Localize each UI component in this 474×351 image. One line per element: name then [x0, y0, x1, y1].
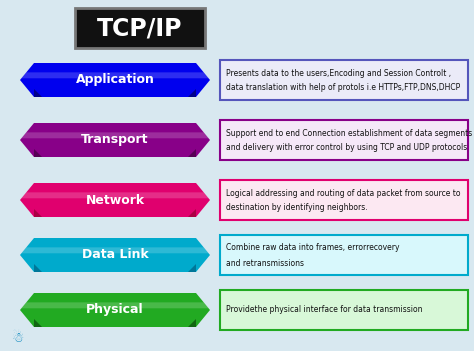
FancyBboxPatch shape — [220, 290, 468, 330]
Polygon shape — [21, 302, 209, 308]
Polygon shape — [20, 183, 210, 217]
Text: Application: Application — [75, 73, 155, 86]
Polygon shape — [21, 247, 209, 253]
Polygon shape — [188, 319, 196, 327]
Polygon shape — [188, 149, 196, 157]
Polygon shape — [34, 149, 42, 157]
Polygon shape — [34, 89, 42, 97]
Polygon shape — [188, 264, 196, 272]
Text: Support end to end Connection establishment of data segments: Support end to end Connection establishm… — [226, 128, 472, 138]
Text: Logical addressing and routing of data packet from source to: Logical addressing and routing of data p… — [226, 188, 461, 198]
Text: Combine raw data into frames, errorrecovery: Combine raw data into frames, errorrecov… — [226, 244, 400, 252]
Polygon shape — [34, 209, 42, 217]
Text: Network: Network — [85, 193, 145, 206]
Polygon shape — [21, 132, 209, 138]
Polygon shape — [188, 209, 196, 217]
Text: and delivery with error control by using TCP and UDP protocols: and delivery with error control by using… — [226, 144, 467, 152]
Text: Transport: Transport — [81, 133, 149, 146]
Text: Providethe physical interface for data transmission: Providethe physical interface for data t… — [226, 305, 422, 314]
Polygon shape — [34, 319, 42, 327]
Text: destination by identifying neighbors.: destination by identifying neighbors. — [226, 204, 368, 212]
FancyBboxPatch shape — [220, 60, 468, 100]
Polygon shape — [21, 192, 209, 198]
Text: Physical: Physical — [86, 304, 144, 317]
Text: Data Link: Data Link — [82, 249, 148, 261]
Text: and retransmissions: and retransmissions — [226, 258, 304, 267]
Polygon shape — [34, 264, 42, 272]
FancyBboxPatch shape — [220, 180, 468, 220]
Polygon shape — [21, 72, 209, 78]
FancyBboxPatch shape — [75, 8, 205, 48]
Polygon shape — [20, 293, 210, 327]
Text: data translation with help of protols i.e HTTPs,FTP,DNS,DHCP: data translation with help of protols i.… — [226, 84, 460, 93]
Polygon shape — [20, 63, 210, 97]
FancyBboxPatch shape — [220, 235, 468, 275]
Polygon shape — [20, 238, 210, 272]
Polygon shape — [20, 123, 210, 157]
Text: Presents data to the users,Encoding and Session Controlt ,: Presents data to the users,Encoding and … — [226, 68, 451, 78]
Text: TCP/IP: TCP/IP — [97, 16, 183, 40]
Polygon shape — [188, 89, 196, 97]
Text: ☃: ☃ — [12, 331, 24, 345]
FancyBboxPatch shape — [220, 120, 468, 160]
